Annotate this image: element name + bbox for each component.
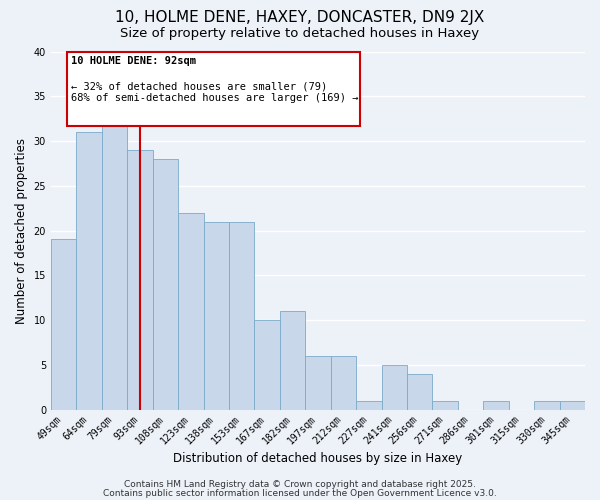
Y-axis label: Number of detached properties: Number of detached properties	[15, 138, 28, 324]
Text: Size of property relative to detached houses in Haxey: Size of property relative to detached ho…	[121, 28, 479, 40]
FancyBboxPatch shape	[67, 52, 360, 126]
Bar	[51, 240, 76, 410]
Bar	[407, 374, 433, 410]
Text: Contains public sector information licensed under the Open Government Licence v3: Contains public sector information licen…	[103, 489, 497, 498]
Bar	[280, 311, 305, 410]
Text: 10, HOLME DENE, HAXEY, DONCASTER, DN9 2JX: 10, HOLME DENE, HAXEY, DONCASTER, DN9 2J…	[115, 10, 485, 25]
Bar	[76, 132, 102, 409]
Bar	[178, 212, 203, 410]
Bar	[560, 400, 585, 409]
Bar	[229, 222, 254, 410]
Text: 10 HOLME DENE: 92sqm: 10 HOLME DENE: 92sqm	[71, 56, 196, 66]
Bar	[305, 356, 331, 410]
Text: ← 32% of detached houses are smaller (79)
68% of semi-detached houses are larger: ← 32% of detached houses are smaller (79…	[71, 81, 359, 102]
Bar	[356, 400, 382, 409]
Bar	[382, 365, 407, 410]
Bar	[433, 400, 458, 409]
Bar	[102, 123, 127, 410]
Bar	[534, 400, 560, 409]
Bar	[203, 222, 229, 410]
Bar	[483, 400, 509, 409]
Bar	[254, 320, 280, 410]
Bar	[127, 150, 152, 409]
X-axis label: Distribution of detached houses by size in Haxey: Distribution of detached houses by size …	[173, 452, 463, 465]
Bar	[331, 356, 356, 410]
Text: Contains HM Land Registry data © Crown copyright and database right 2025.: Contains HM Land Registry data © Crown c…	[124, 480, 476, 489]
Bar	[152, 159, 178, 409]
